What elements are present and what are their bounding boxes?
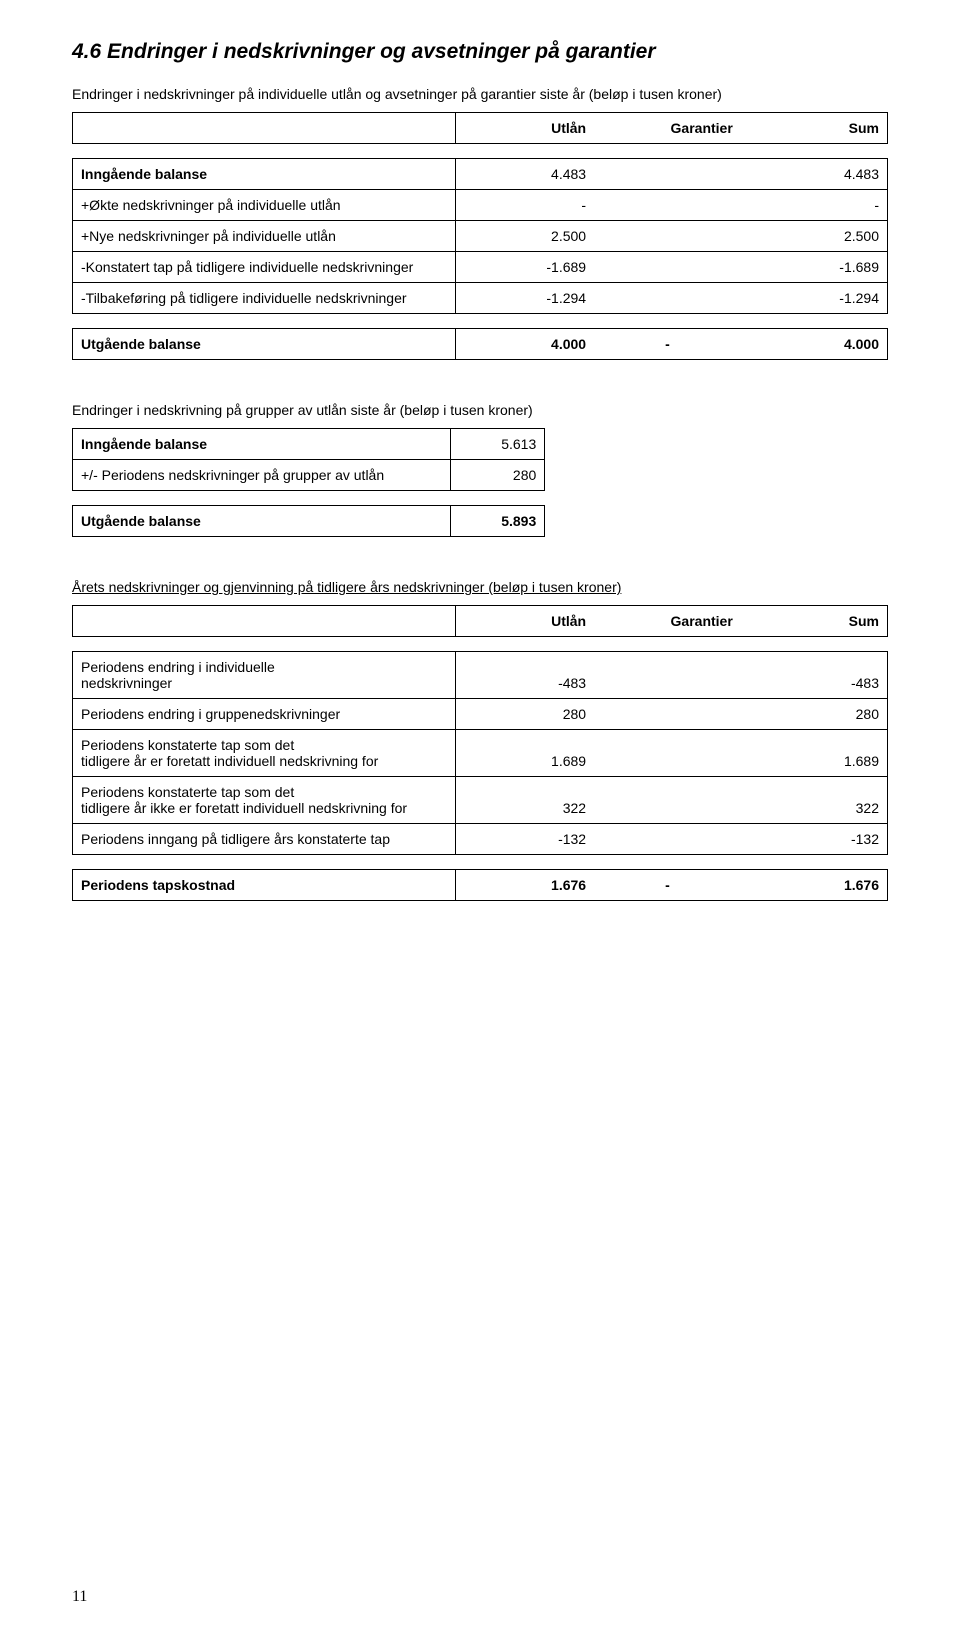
- col-header: Sum: [741, 606, 888, 637]
- cell: -1.294: [741, 283, 888, 314]
- cell: 280: [741, 699, 888, 730]
- table3: Utlån Garantier Sum Periodens endring i …: [72, 605, 888, 901]
- row-label: Periodens endring i individuelle nedskri…: [73, 652, 456, 699]
- cell: -: [594, 870, 741, 901]
- cell: 5.893: [450, 506, 544, 537]
- cell: 322: [741, 777, 888, 824]
- table-row: Periodens konstaterte tap som det tidlig…: [73, 777, 888, 824]
- cell: [594, 159, 741, 190]
- cell: 1.676: [456, 870, 595, 901]
- cell: [594, 252, 741, 283]
- cell: 4.483: [456, 159, 595, 190]
- row-label: +/- Periodens nedskrivninger på grupper …: [73, 460, 451, 491]
- table-row: +Økte nedskrivninger på individuelle utl…: [73, 190, 888, 221]
- cell: -: [741, 190, 888, 221]
- cell: [594, 777, 741, 824]
- page-number: 11: [72, 1588, 87, 1606]
- cell: -: [456, 190, 595, 221]
- cell: [594, 699, 741, 730]
- cell: [594, 190, 741, 221]
- row-label: Periodens konstaterte tap som det tidlig…: [73, 777, 456, 824]
- cell: -: [594, 329, 741, 360]
- cell: -1.689: [456, 252, 595, 283]
- cell: 322: [456, 777, 595, 824]
- row-label: Inngående balanse: [73, 429, 451, 460]
- table-row: Utlån Garantier Sum: [73, 606, 888, 637]
- cell: -132: [741, 824, 888, 855]
- cell: [594, 221, 741, 252]
- table2-subtitle: Endringer i nedskrivning på grupper av u…: [72, 402, 888, 418]
- col-header: Utlån: [456, 113, 595, 144]
- cell: [594, 652, 741, 699]
- table-row: Inngående balanse 5.613: [73, 429, 545, 460]
- table1: Utlån Garantier Sum Inngående balanse 4.…: [72, 112, 888, 360]
- cell: -1.689: [741, 252, 888, 283]
- table-row: +/- Periodens nedskrivninger på grupper …: [73, 460, 545, 491]
- table2: Inngående balanse 5.613 +/- Periodens ne…: [72, 428, 545, 537]
- row-label: +Nye nedskrivninger på individuelle utlå…: [73, 221, 456, 252]
- col-header: Utlån: [456, 606, 595, 637]
- table-row: Utgående balanse 4.000 - 4.000: [73, 329, 888, 360]
- row-label: Inngående balanse: [73, 159, 456, 190]
- col-header: Garantier: [594, 113, 741, 144]
- cell: -483: [456, 652, 595, 699]
- cell: 4.000: [456, 329, 595, 360]
- row-label-line: Periodens endring i individuelle: [81, 659, 275, 675]
- table-row: Utlån Garantier Sum: [73, 113, 888, 144]
- cell: -1.294: [456, 283, 595, 314]
- row-label: +Økte nedskrivninger på individuelle utl…: [73, 190, 456, 221]
- table-row: -Tilbakeføring på tidligere individuelle…: [73, 283, 888, 314]
- cell: 2.500: [741, 221, 888, 252]
- col-header: Sum: [741, 113, 888, 144]
- row-label: Periodens inngang på tidligere års konst…: [73, 824, 456, 855]
- table-row: Utgående balanse 5.893: [73, 506, 545, 537]
- cell: 280: [450, 460, 544, 491]
- cell: 5.613: [450, 429, 544, 460]
- table-row: Periodens konstaterte tap som det tidlig…: [73, 730, 888, 777]
- cell: [594, 730, 741, 777]
- row-label: Periodens tapskostnad: [73, 870, 456, 901]
- row-label: -Konstatert tap på tidligere individuell…: [73, 252, 456, 283]
- row-label-line: nedskrivninger: [81, 675, 172, 691]
- cell: -483: [741, 652, 888, 699]
- row-label: Periodens endring i gruppenedskrivninger: [73, 699, 456, 730]
- row-label: Periodens konstaterte tap som det tidlig…: [73, 730, 456, 777]
- table-row: Periodens inngang på tidligere års konst…: [73, 824, 888, 855]
- cell: 4.000: [741, 329, 888, 360]
- row-label: -Tilbakeføring på tidligere individuelle…: [73, 283, 456, 314]
- cell: 1.676: [741, 870, 888, 901]
- table-row: +Nye nedskrivninger på individuelle utlå…: [73, 221, 888, 252]
- cell: 280: [456, 699, 595, 730]
- section-heading: 4.6 Endringer i nedskrivninger og avsetn…: [72, 40, 888, 64]
- cell: 1.689: [741, 730, 888, 777]
- table-row: Periodens endring i gruppenedskrivninger…: [73, 699, 888, 730]
- table-row: Inngående balanse 4.483 4.483: [73, 159, 888, 190]
- table-row: -Konstatert tap på tidligere individuell…: [73, 252, 888, 283]
- row-label: Utgående balanse: [73, 329, 456, 360]
- cell: 1.689: [456, 730, 595, 777]
- table1-subtitle: Endringer i nedskrivninger på individuel…: [72, 86, 888, 102]
- table-row: Periodens endring i individuelle nedskri…: [73, 652, 888, 699]
- table-row: Periodens tapskostnad 1.676 - 1.676: [73, 870, 888, 901]
- row-label-line: tidligere år er foretatt individuell ned…: [81, 753, 378, 769]
- cell: -132: [456, 824, 595, 855]
- cell: [594, 824, 741, 855]
- table3-subtitle: Årets nedskrivninger og gjenvinning på t…: [72, 579, 888, 595]
- cell: 2.500: [456, 221, 595, 252]
- cell: [594, 283, 741, 314]
- row-label-line: Periodens konstaterte tap som det: [81, 737, 294, 753]
- col-header: Garantier: [594, 606, 741, 637]
- cell: 4.483: [741, 159, 888, 190]
- row-label: Utgående balanse: [73, 506, 451, 537]
- row-label-line: tidligere år ikke er foretatt individuel…: [81, 800, 407, 816]
- row-label-line: Periodens konstaterte tap som det: [81, 784, 294, 800]
